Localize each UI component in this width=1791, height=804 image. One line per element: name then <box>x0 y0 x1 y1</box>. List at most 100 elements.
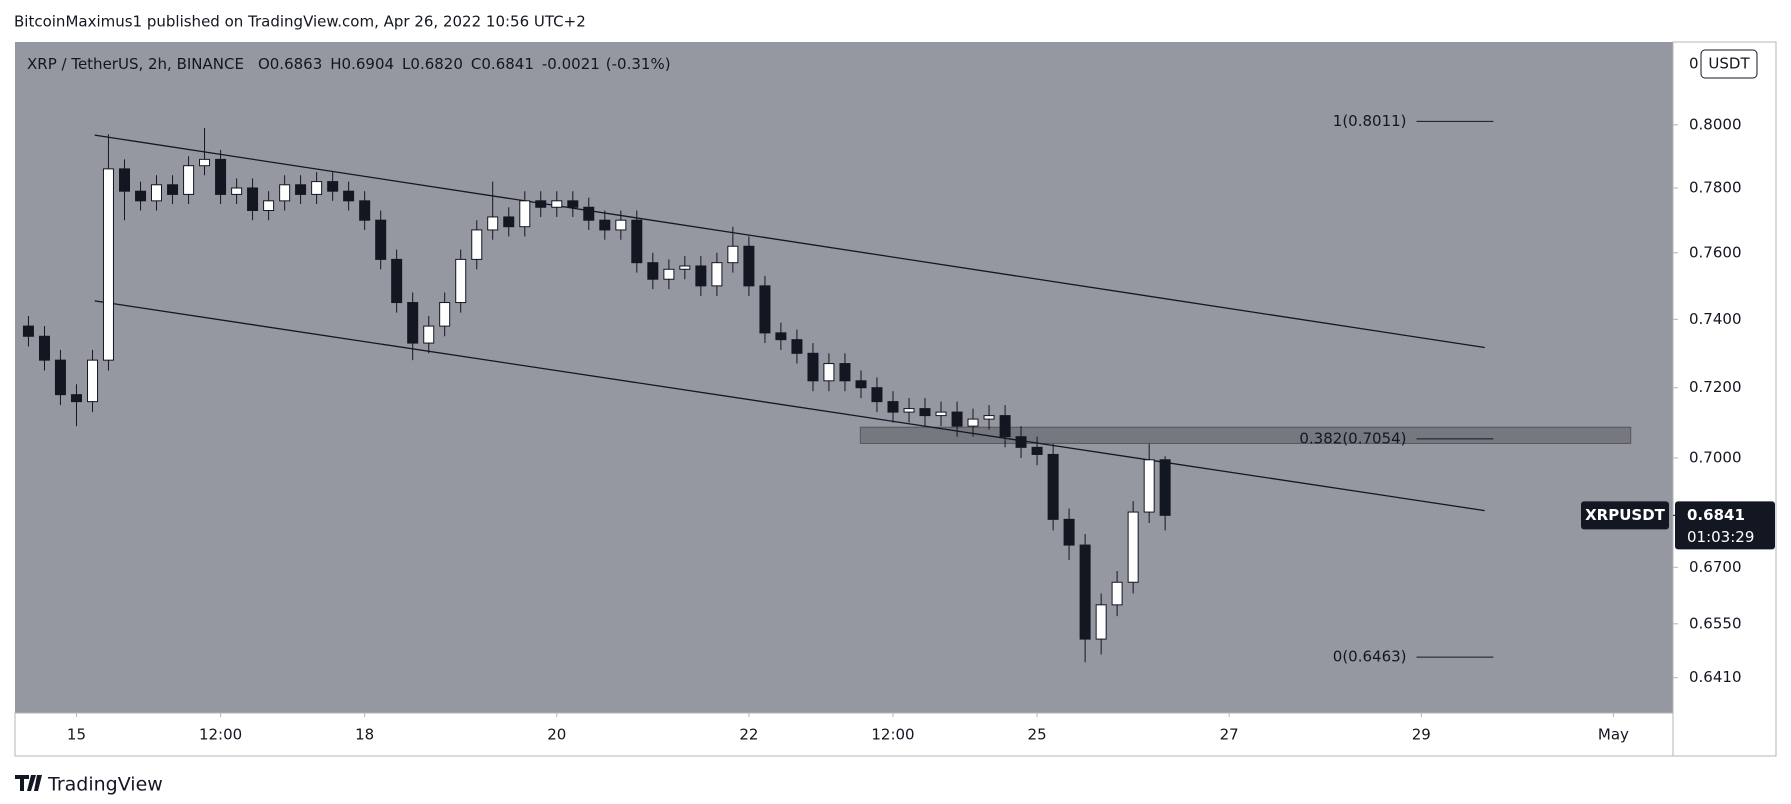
candle-body <box>711 262 723 287</box>
legend-value: 0.6904 <box>342 55 395 73</box>
candle-body <box>1047 453 1059 520</box>
x-tick-label: 25 <box>1028 726 1047 744</box>
candle-body <box>263 200 275 211</box>
candle-body <box>631 219 643 264</box>
candle-body <box>503 216 515 228</box>
legend-key: O <box>258 55 270 73</box>
candle-body <box>1015 436 1027 448</box>
y-tick-label: 0.7200 <box>1689 378 1742 396</box>
candle-body <box>102 168 114 361</box>
candle-body <box>199 158 211 167</box>
fib-label: 1(0.8011) <box>1333 112 1407 130</box>
candle-body <box>359 200 371 221</box>
candle-body <box>727 245 739 264</box>
legend-value: 0.6863 <box>270 55 323 73</box>
candle-body <box>455 258 467 304</box>
channel-line <box>94 300 1485 512</box>
candle-body <box>327 181 339 192</box>
candle-body <box>487 216 499 231</box>
chart-legend: XRP / TetherUS, 2h, BINANCE O0.6863 H0.690… <box>27 55 671 73</box>
candle-body <box>871 387 883 403</box>
candle-body <box>583 206 595 221</box>
candle-body <box>1127 511 1139 583</box>
x-tick-label: 20 <box>547 726 566 744</box>
y-tick-label: 0.7800 <box>1689 178 1742 196</box>
candle-body <box>951 411 963 427</box>
candle-body <box>150 184 162 202</box>
candle-body <box>38 335 50 361</box>
x-tick-label: May <box>1598 726 1629 744</box>
publisher-header: BitcoinMaximus1 published on TradingView… <box>14 13 586 31</box>
legend-key: L <box>402 55 411 73</box>
candle-body <box>743 245 755 287</box>
candle-body <box>1159 459 1171 516</box>
x-tick-label: 12:00 <box>871 726 914 744</box>
candle-body <box>375 219 387 260</box>
candle-body <box>471 229 483 260</box>
candle-body <box>807 352 819 382</box>
y-tick-label: 0.6700 <box>1689 558 1742 576</box>
candle-body <box>279 184 291 202</box>
resistance-zone <box>859 426 1632 444</box>
candle-body <box>903 408 915 413</box>
axis-top-label: 0 <box>1689 55 1699 73</box>
candle-body <box>54 359 66 396</box>
candle-body <box>791 339 803 354</box>
x-tick-label: 12:00 <box>199 726 242 744</box>
x-tick-label: 22 <box>739 726 758 744</box>
legend-change-pct: (-0.31%) <box>606 55 671 73</box>
legend-change: -0.0021 <box>542 55 600 73</box>
x-tick-label: 29 <box>1412 726 1431 744</box>
candle-body <box>967 418 979 427</box>
candle-body <box>1079 544 1091 640</box>
candle-body <box>839 363 851 382</box>
price-tag-value: 0.6841 <box>1687 506 1745 524</box>
symbol-tag: XRPUSDT <box>1585 506 1666 524</box>
price-tag-countdown: 01:03:29 <box>1687 528 1754 546</box>
candle-body <box>423 325 435 344</box>
candle-body <box>407 302 419 344</box>
candle-body <box>183 165 195 195</box>
candle-body <box>391 258 403 304</box>
candle-body <box>519 200 531 228</box>
legend-value: 0.6820 <box>410 55 463 73</box>
y-tick-label: 0.7600 <box>1689 243 1742 261</box>
y-tick-label: 0.6550 <box>1689 614 1742 632</box>
candle-body <box>855 380 867 389</box>
candle-body <box>775 332 787 341</box>
candle-body <box>823 363 835 382</box>
candle-body <box>119 168 131 192</box>
y-tick-label: 0.8000 <box>1689 115 1742 133</box>
candle-body <box>439 302 451 327</box>
candle-body <box>167 184 179 195</box>
candle-body <box>1031 446 1043 455</box>
y-tick-label: 0.7000 <box>1689 449 1742 467</box>
candle-body <box>215 158 227 195</box>
channel-line <box>94 134 1485 349</box>
candle-body <box>647 262 659 280</box>
legend-key: H <box>330 55 341 73</box>
candle-body <box>1095 604 1107 640</box>
candle-body <box>295 184 307 195</box>
y-tick-label: 0.6410 <box>1689 668 1742 686</box>
legend-key: C <box>471 55 481 73</box>
candle-body <box>311 181 323 195</box>
price-tag-bg <box>1675 501 1775 550</box>
candle-body <box>535 200 547 208</box>
currency-label: USDT <box>1708 55 1750 73</box>
candle-body <box>1143 459 1155 513</box>
symbol-tag-bg <box>1581 501 1669 530</box>
candle-body <box>247 187 259 211</box>
candle-body <box>919 408 931 417</box>
x-tick-label: 18 <box>355 726 374 744</box>
candle-body <box>567 200 579 208</box>
candle-body <box>70 394 82 403</box>
y-tick-label: 0.7400 <box>1689 310 1742 328</box>
x-tick-label: 15 <box>67 726 86 744</box>
candle-body <box>1063 518 1075 546</box>
candle-body <box>22 325 34 337</box>
footer-brand: TradingView <box>47 774 163 796</box>
candle-body <box>663 268 675 280</box>
